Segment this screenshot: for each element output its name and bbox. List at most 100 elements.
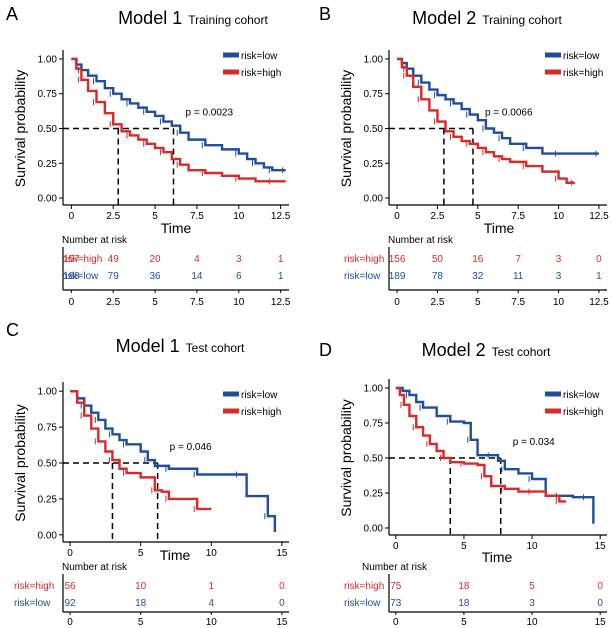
- y-tick-label: 0.75: [364, 419, 384, 430]
- risk-count: 1: [596, 271, 602, 282]
- p-value: p = 0.034: [513, 437, 555, 448]
- risk-table-x-tick-label: 12.5: [271, 297, 291, 308]
- risk-count: 3: [236, 254, 242, 265]
- risk-count: 32: [472, 271, 484, 282]
- y-tick-label: 0.50: [38, 124, 58, 135]
- x-tick-label: 10: [206, 548, 218, 559]
- risk-count: 36: [150, 271, 162, 282]
- survival-curve-high: [70, 389, 212, 511]
- risk-table-x-tick-label: 5: [461, 617, 467, 628]
- risk-count: 1: [209, 581, 215, 592]
- risk-count: 0: [279, 598, 285, 609]
- risk-count: 1: [278, 271, 284, 282]
- y-tick-label: 0.00: [364, 194, 384, 205]
- risk-table-header: Number at risk: [62, 235, 128, 246]
- risk-count: 50: [432, 254, 444, 265]
- risk-count: 78: [432, 271, 444, 282]
- risk-count: 73: [390, 598, 402, 609]
- x-tick-label: 2.5: [106, 211, 120, 222]
- risk-table-x-tick-label: 0: [393, 617, 399, 628]
- p-value: p = 0.0066: [485, 108, 533, 119]
- risk-count: 20: [150, 254, 162, 265]
- risk-count: 157: [63, 254, 80, 265]
- legend-label-high: risk=high: [563, 68, 603, 79]
- legend-label-high: risk=high: [563, 407, 603, 418]
- risk-row-label-high: risk=high: [344, 581, 384, 592]
- risk-count: 5: [529, 581, 535, 592]
- risk-count: 3: [556, 271, 562, 282]
- legend-label-low: risk=low: [241, 390, 278, 401]
- risk-count: 79: [108, 271, 120, 282]
- y-tick-label: 0.25: [364, 159, 384, 170]
- risk-table-x-tick-label: 15: [595, 617, 607, 628]
- risk-table-x-tick-label: 15: [276, 617, 288, 628]
- survival-curve-high: [71, 57, 286, 183]
- y-tick-label: 1.00: [364, 54, 384, 65]
- y-tick-label: 0.75: [364, 89, 384, 100]
- x-tick-label: 10: [527, 541, 539, 552]
- x-tick-label: 5: [138, 548, 144, 559]
- risk-count: 189: [389, 271, 406, 282]
- risk-row-label-high: risk=high: [62, 254, 102, 265]
- y-tick-label: 0.25: [38, 159, 58, 170]
- x-tick-label: 0: [67, 548, 73, 559]
- risk-row-label-high: risk=high: [344, 254, 384, 265]
- y-axis-label: Survival probability: [12, 404, 28, 522]
- x-tick-label: 0: [394, 211, 400, 222]
- y-tick-label: 0.50: [364, 454, 384, 465]
- risk-count: 49: [108, 254, 120, 265]
- risk-table-header: Number at risk: [62, 562, 128, 573]
- risk-row-label-low: risk=low: [344, 598, 381, 609]
- y-tick-label: 1.00: [38, 387, 58, 398]
- survival-curve-high: [397, 57, 575, 184]
- risk-count: 3: [529, 598, 535, 609]
- panel-title-cohort: Test cohort: [492, 345, 551, 359]
- y-tick-label: 0.00: [38, 530, 58, 541]
- panel-a: A Model 1 Training cohort Survival probabil…: [6, 4, 291, 308]
- y-tick-label: 0.00: [38, 194, 58, 205]
- panel-d: D Model 2 Test cohort Survival probability 0…: [319, 340, 607, 628]
- risk-table-x-tick-label: 5: [138, 617, 144, 628]
- panel-title-cohort: Training cohort: [482, 13, 562, 27]
- p-value: p = 0.046: [170, 442, 212, 453]
- x-tick-label: 10: [233, 211, 245, 222]
- risk-count: 4: [194, 254, 200, 265]
- risk-table-x-tick-label: 0: [67, 617, 73, 628]
- risk-row-label-low: risk=low: [344, 271, 381, 282]
- panel-b: B Model 2 Training cohort Survival probabil…: [319, 4, 609, 308]
- legend-label-high: risk=high: [241, 407, 281, 418]
- y-axis-label: Survival probability: [338, 70, 354, 188]
- x-tick-label: 0: [69, 211, 75, 222]
- x-tick-label: 0: [393, 541, 399, 552]
- risk-table-header: Number at risk: [388, 235, 454, 246]
- risk-count: 0: [597, 598, 603, 609]
- risk-table-x-tick-label: 10: [527, 617, 539, 628]
- risk-count: 188: [63, 271, 80, 282]
- panel-title-model: Model 1: [118, 8, 182, 28]
- x-tick-label: 5: [152, 211, 158, 222]
- x-tick-label: 7.5: [190, 211, 204, 222]
- panel-letter: B: [319, 4, 331, 24]
- legend-label-high: risk=high: [241, 68, 281, 79]
- x-tick-label: 15: [595, 541, 607, 552]
- risk-count: 3: [556, 254, 562, 265]
- risk-count: 0: [596, 254, 602, 265]
- risk-row-label-low: risk=low: [62, 271, 99, 282]
- y-axis-label: Survival probability: [338, 399, 354, 517]
- risk-count: 18: [135, 598, 147, 609]
- panel-letter: A: [6, 4, 18, 24]
- risk-table-header: Number at risk: [362, 562, 428, 573]
- panel-title: Model 1 Training cohort: [118, 8, 268, 28]
- risk-count: 0: [597, 581, 603, 592]
- risk-table-x-tick-label: 10: [233, 297, 245, 308]
- x-tick-label: 12.5: [271, 211, 291, 222]
- x-tick-label: 5: [461, 541, 467, 552]
- x-tick-label: 15: [276, 548, 288, 559]
- x-axis-label: Time: [484, 220, 515, 236]
- panel-title: Model 2 Training cohort: [412, 8, 562, 28]
- y-tick-label: 1.00: [364, 384, 384, 395]
- survival-curve-low: [71, 57, 286, 172]
- panel-title: Model 2 Test cohort: [422, 340, 551, 360]
- risk-table-x-tick-label: 2.5: [430, 297, 444, 308]
